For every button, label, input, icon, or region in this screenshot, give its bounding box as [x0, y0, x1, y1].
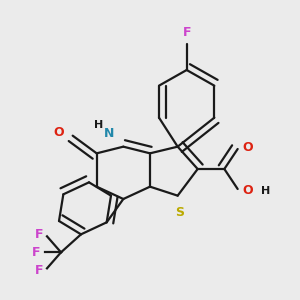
- Text: F: F: [32, 246, 40, 259]
- Text: O: O: [242, 141, 253, 154]
- Text: F: F: [35, 227, 44, 241]
- Text: O: O: [54, 127, 64, 140]
- Text: S: S: [175, 206, 184, 219]
- Text: H: H: [94, 120, 103, 130]
- Text: H: H: [261, 186, 270, 196]
- Text: O: O: [242, 184, 253, 197]
- Text: N: N: [104, 128, 115, 140]
- Text: F: F: [182, 26, 191, 39]
- Text: F: F: [35, 264, 44, 277]
